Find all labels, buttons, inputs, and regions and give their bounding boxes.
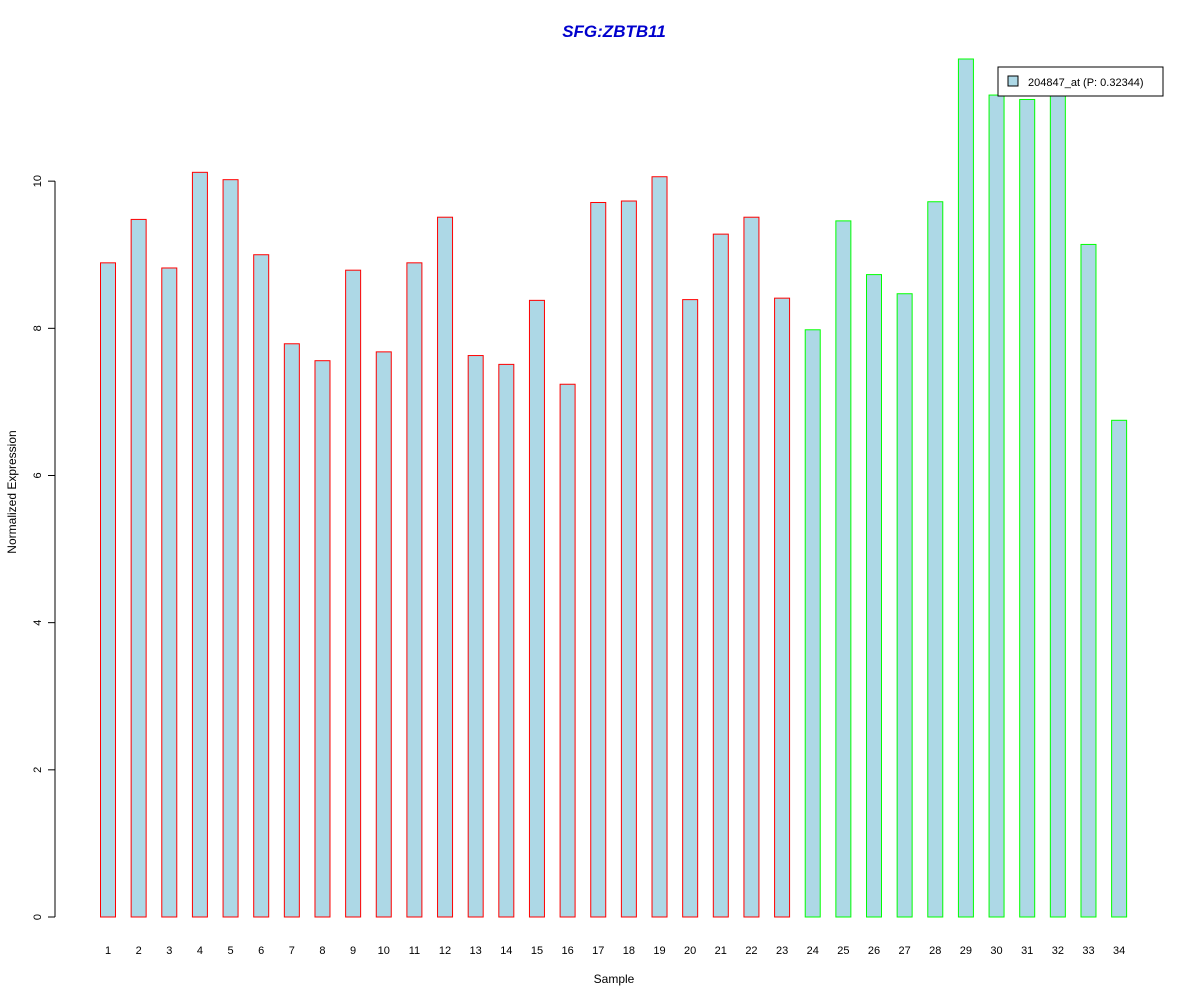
x-tick-label: 9 (350, 945, 356, 957)
x-tick-label: 10 (378, 945, 390, 957)
bar-sample-29 (957, 58, 974, 918)
x-tick-label: 8 (319, 945, 325, 957)
x-tick-label: 25 (837, 945, 849, 957)
x-tick-label: 3 (166, 945, 172, 957)
x-tick-label: 22 (745, 945, 757, 957)
bar-sample-15 (528, 299, 545, 918)
x-tick-label: 4 (197, 945, 203, 957)
y-tick-label: 10 (32, 175, 44, 187)
bars-group (100, 58, 1128, 918)
legend-label: 204847_at (P: 0.32344) (1028, 77, 1144, 89)
x-tick-label: 29 (960, 945, 972, 957)
x-tick-label: 11 (409, 945, 420, 957)
x-tick-label: 6 (258, 945, 264, 957)
x-tick-label: 20 (684, 945, 696, 957)
x-axis-label: Sample (594, 972, 635, 986)
bar-sample-13 (467, 355, 484, 918)
bar-sample-11 (406, 262, 423, 918)
x-tick-label: 12 (439, 945, 451, 957)
legend-box (997, 66, 1164, 97)
bar-sample-28 (927, 201, 944, 918)
x-tick-label: 1 (105, 945, 111, 957)
x-tick-label: 34 (1113, 945, 1125, 957)
bar-sample-33 (1080, 243, 1097, 918)
bar-sample-7 (283, 343, 300, 918)
x-tick-label: 26 (868, 945, 880, 957)
bar-sample-4 (191, 171, 208, 918)
bar-sample-6 (253, 254, 270, 918)
bar-sample-19 (651, 176, 668, 918)
bar-sample-8 (314, 360, 331, 918)
bar-sample-5 (222, 179, 239, 918)
x-tick-label: 5 (227, 945, 233, 957)
y-tick-label: 8 (32, 325, 44, 331)
bar-sample-9 (345, 269, 362, 918)
x-tick-label: 18 (623, 945, 635, 957)
bar-sample-21 (712, 233, 729, 918)
bar-sample-30 (988, 94, 1005, 918)
bar-sample-2 (130, 218, 147, 918)
bar-sample-18 (620, 200, 637, 918)
x-tick-label: 16 (561, 945, 573, 957)
x-tick-label: 21 (715, 945, 727, 957)
legend-swatch (1007, 75, 1019, 87)
x-tick-label: 30 (990, 945, 1002, 957)
x-tick-label: 24 (807, 945, 819, 957)
x-tick-label: 14 (500, 945, 512, 957)
legend: 204847_at (P: 0.32344) (997, 66, 1164, 97)
bar-sample-25 (835, 220, 852, 918)
x-tick-label: 23 (776, 945, 788, 957)
bar-sample-31 (1019, 98, 1036, 918)
bar-sample-22 (743, 216, 760, 918)
y-axis: 0 2 4 6 8 10 (32, 175, 56, 920)
y-axis-label: Normalized Expression (5, 430, 19, 553)
x-tick-label: 33 (1082, 945, 1094, 957)
x-tick-label: 7 (289, 945, 295, 957)
x-tick-label: 32 (1052, 945, 1064, 957)
x-tick-label: 15 (531, 945, 543, 957)
bar-sample-17 (590, 201, 607, 918)
x-tick-label: 31 (1021, 945, 1033, 957)
bar-sample-26 (866, 274, 882, 918)
bar-sample-3 (161, 267, 178, 918)
bar-sample-34 (1111, 419, 1128, 918)
bar-sample-10 (375, 351, 392, 918)
x-tick-label: 27 (899, 945, 911, 957)
x-tick-labels: 1 2 3 4 5 6 7 8 9 10 11 12 13 14 15 16 17 18 19 20 21 22 23 24 2… (105, 945, 1125, 957)
x-tick-label: 2 (136, 945, 142, 957)
x-tick-label: 13 (470, 945, 482, 957)
x-tick-label: 19 (653, 945, 665, 957)
bar-sample-32 (1049, 92, 1066, 918)
y-tick-label: 4 (32, 620, 44, 626)
bar-sample-12 (437, 216, 454, 918)
x-tick-label: 28 (929, 945, 941, 957)
bar-sample-14 (498, 363, 515, 918)
y-tick-label: 0 (32, 914, 44, 920)
bar-sample-16 (559, 383, 576, 918)
chart-title: SFG:ZBTB11 (562, 22, 666, 41)
bar-sample-24 (804, 329, 821, 918)
y-tick-label: 6 (32, 472, 44, 478)
bar-sample-27 (896, 293, 913, 918)
bar-sample-23 (774, 297, 791, 918)
bar-sample-20 (682, 299, 699, 918)
y-tick-label: 2 (32, 767, 44, 773)
x-tick-label: 17 (592, 945, 604, 957)
bar-sample-1 (100, 262, 116, 918)
